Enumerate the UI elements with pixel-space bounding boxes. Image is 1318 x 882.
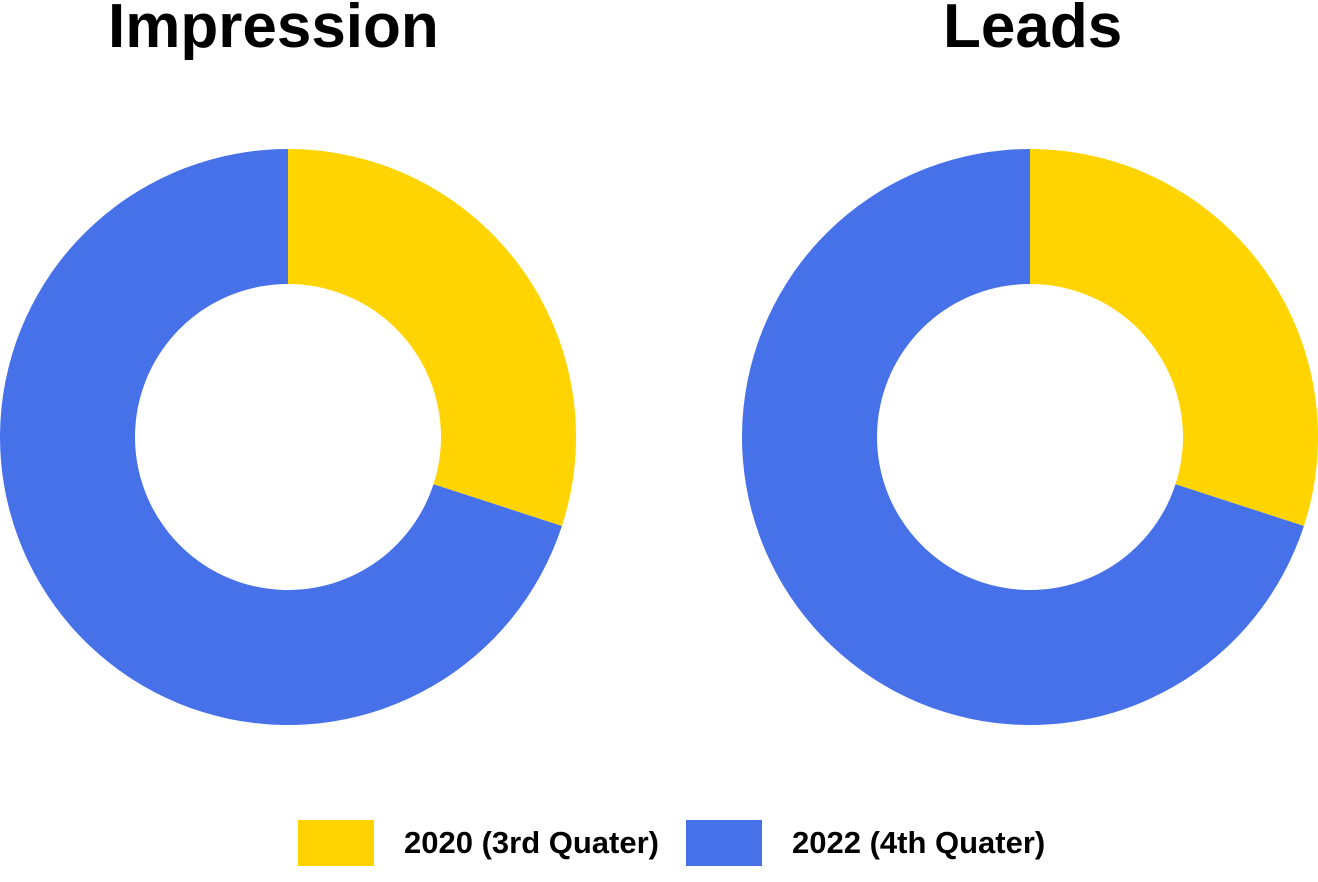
leads-chart-title: Leads [943, 0, 1123, 61]
leads-donut [742, 149, 1318, 725]
leads-slice-2020 [1030, 149, 1318, 526]
impression-slice-2022 [0, 149, 562, 725]
legend-item-2022: 2022 (4th Quater) [686, 820, 1045, 866]
legend-label-2022: 2022 (4th Quater) [792, 825, 1046, 860]
impression-donut [0, 149, 576, 725]
legend: 2020 (3rd Quater) 2022 (4th Quater) [298, 820, 1045, 866]
legend-label-2020: 2020 (3rd Quater) [404, 825, 659, 860]
legend-item-2020: 2020 (3rd Quater) [298, 820, 659, 866]
impression-slice-2020 [288, 149, 576, 526]
legend-swatch-2022 [686, 820, 762, 866]
legend-swatch-2020 [298, 820, 374, 866]
leads-slice-2022 [742, 149, 1304, 725]
impression-chart-title: Impression [108, 0, 439, 61]
